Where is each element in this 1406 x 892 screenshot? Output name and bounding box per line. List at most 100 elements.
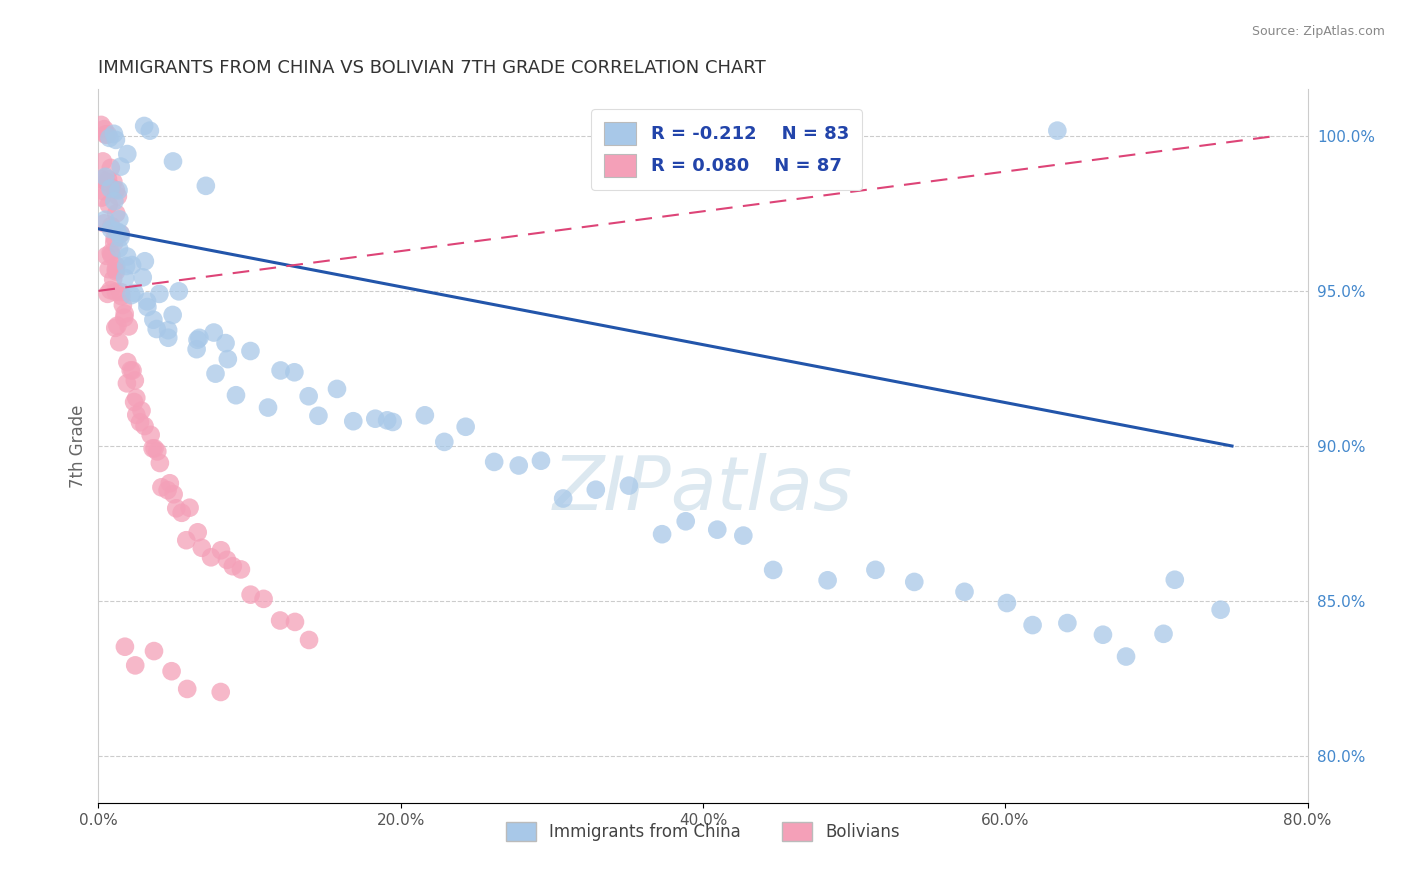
Point: [114, 307, 136, 321]
Point: [104, 321, 127, 335]
Point: [117, 355, 139, 369]
Point: [157, 331, 180, 345]
Point: [706, 523, 728, 537]
Point: [186, 333, 208, 347]
Point: [186, 342, 208, 356]
Point: [108, 335, 131, 350]
Point: [433, 434, 456, 449]
Point: [209, 685, 232, 699]
Point: [162, 308, 184, 322]
Point: [94, 169, 117, 184]
Point: [125, 408, 148, 422]
Point: [90, 172, 112, 186]
Point: [298, 632, 321, 647]
Point: [187, 525, 209, 540]
Point: [174, 533, 197, 548]
Point: [482, 455, 505, 469]
Point: [214, 336, 236, 351]
Point: [381, 415, 404, 429]
Point: [108, 212, 131, 227]
Text: Source: ZipAtlas.com: Source: ZipAtlas.com: [1251, 25, 1385, 38]
Point: [94, 212, 117, 227]
Point: [100, 283, 122, 297]
Point: [995, 596, 1018, 610]
Point: [229, 562, 252, 576]
Point: [90, 172, 112, 186]
Point: [105, 206, 128, 220]
Point: [104, 133, 127, 147]
Y-axis label: 7th Grade: 7th Grade: [69, 404, 87, 488]
Point: [101, 181, 124, 195]
Point: [165, 501, 187, 516]
Point: [157, 323, 180, 337]
Point: [160, 664, 183, 678]
Point: [225, 388, 247, 402]
Point: [100, 181, 122, 195]
Point: [110, 227, 132, 241]
Point: [100, 219, 122, 233]
Point: [162, 487, 184, 501]
Text: ZIPatlas: ZIPatlas: [553, 453, 853, 524]
Point: [252, 591, 274, 606]
Point: [136, 294, 159, 309]
Point: [103, 127, 125, 141]
Point: [200, 550, 222, 565]
Point: [413, 409, 436, 423]
Point: [104, 285, 127, 299]
Point: [270, 363, 292, 377]
Point: [110, 160, 132, 174]
Point: [202, 326, 225, 340]
Point: [865, 563, 887, 577]
Point: [114, 640, 136, 654]
Point: [284, 615, 307, 629]
Point: [131, 403, 153, 417]
Point: [124, 658, 146, 673]
Point: [96, 175, 118, 189]
Point: [176, 681, 198, 696]
Point: [105, 318, 128, 333]
Point: [179, 500, 201, 515]
Point: [191, 541, 214, 555]
Point: [100, 245, 122, 260]
Point: [1091, 628, 1114, 642]
Point: [96, 128, 118, 142]
Point: [100, 161, 122, 175]
Point: [115, 376, 138, 391]
Point: [139, 427, 162, 442]
Point: [1164, 573, 1187, 587]
Point: [103, 175, 125, 189]
Point: [283, 365, 305, 379]
Point: [115, 250, 138, 264]
Point: [239, 344, 262, 359]
Point: [342, 414, 364, 428]
Point: [96, 286, 118, 301]
Point: [148, 286, 170, 301]
Point: [617, 478, 640, 492]
Point: [125, 391, 148, 405]
Point: [103, 235, 125, 250]
Point: [733, 528, 755, 542]
Point: [104, 183, 127, 197]
Point: [110, 289, 132, 303]
Point: [114, 271, 136, 285]
Point: [143, 644, 166, 658]
Point: [257, 401, 280, 415]
Text: IMMIGRANTS FROM CHINA VS BOLIVIAN 7TH GRADE CORRELATION CHART: IMMIGRANTS FROM CHINA VS BOLIVIAN 7TH GR…: [98, 59, 766, 77]
Point: [90, 191, 112, 205]
Point: [651, 527, 673, 541]
Point: [104, 231, 127, 245]
Point: [117, 147, 139, 161]
Point: [156, 483, 179, 498]
Point: [162, 154, 184, 169]
Point: [149, 456, 172, 470]
Point: [121, 258, 143, 272]
Point: [204, 367, 226, 381]
Point: [142, 442, 165, 456]
Point: [105, 264, 128, 278]
Point: [97, 128, 120, 142]
Point: [124, 374, 146, 388]
Point: [142, 312, 165, 326]
Point: [530, 454, 553, 468]
Point: [1153, 627, 1175, 641]
Point: [103, 272, 125, 286]
